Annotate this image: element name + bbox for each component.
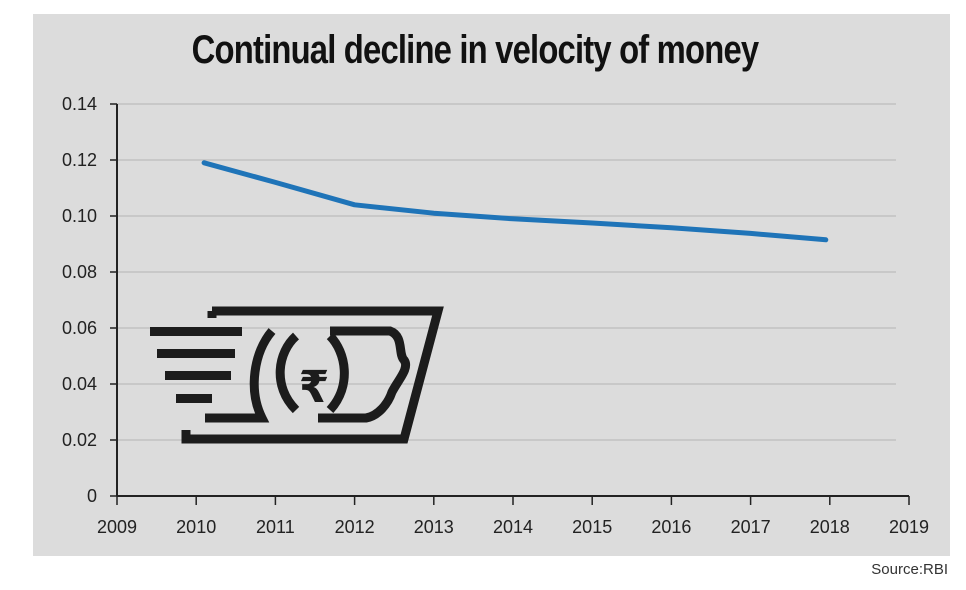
x-tick-label: 2016: [651, 517, 691, 537]
x-tick-label: 2009: [97, 517, 137, 537]
chart-title: Continual decline in velocity of money: [191, 28, 759, 72]
y-tick-label: 0.06: [62, 318, 97, 338]
y-tick-label: 0.04: [62, 374, 97, 394]
y-tick-label: 0.10: [62, 206, 97, 226]
y-tick-label: 0: [87, 486, 97, 506]
x-tick-label: 2018: [810, 517, 850, 537]
x-tick-label: 2011: [256, 517, 295, 537]
y-tick-label: 0.02: [62, 430, 97, 450]
x-tick-label: 2010: [176, 517, 216, 537]
svg-text:₹: ₹: [299, 362, 330, 413]
x-tick-label: 2014: [493, 517, 533, 537]
x-tick-label: 2019: [889, 517, 929, 537]
rupee-banknote-icon: ₹: [150, 306, 444, 444]
x-tick-label: 2015: [572, 517, 612, 537]
y-tick-label: 0.12: [62, 150, 97, 170]
y-tick-label: 0.14: [62, 94, 97, 114]
x-tick-label: 2012: [335, 517, 375, 537]
x-tick-label: 2017: [731, 517, 771, 537]
x-tick-label: 2013: [414, 517, 454, 537]
source-note: Source:RBI: [871, 561, 948, 578]
y-tick-label: 0.08: [62, 262, 97, 282]
velocity-series-line: [201, 160, 829, 243]
